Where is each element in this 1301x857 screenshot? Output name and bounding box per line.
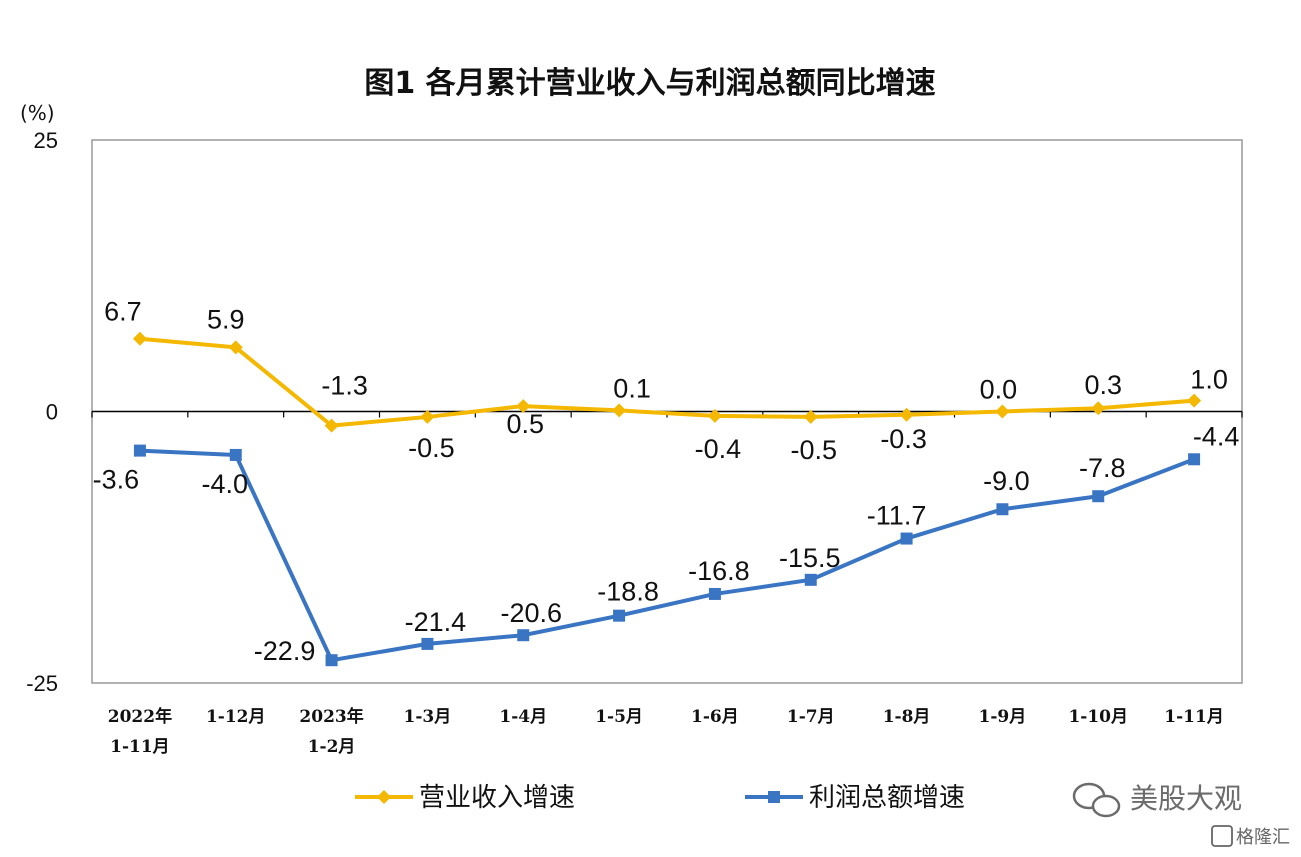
data-label: -16.8 — [688, 556, 750, 586]
data-label: 6.7 — [104, 297, 142, 327]
x-tick-label: 1-6月 — [691, 707, 739, 727]
y-tick-label: 0 — [46, 400, 58, 425]
data-label: -1.3 — [321, 371, 368, 401]
data-point — [420, 409, 435, 424]
data-point — [229, 448, 242, 461]
data-label: -15.5 — [779, 543, 841, 573]
x-tick-label: 1-5月 — [595, 707, 643, 727]
data-point — [132, 331, 147, 346]
legend-label: 营业收入增速 — [419, 783, 575, 813]
data-point — [517, 629, 530, 642]
data-point — [1092, 490, 1105, 503]
data-label: -3.6 — [93, 465, 140, 495]
data-point — [803, 409, 818, 424]
data-point — [133, 444, 146, 457]
series-line — [137, 448, 1197, 663]
profit-series: -3.6 -4.0 -22.9 -21.4 -20.6 -18.8 -16.8 -15.5 -1… — [93, 421, 1240, 667]
x-tick-label: 2023年 1-2月 — [299, 706, 363, 757]
data-label: -7.8 — [1079, 453, 1126, 483]
data-point — [1091, 401, 1106, 416]
data-point — [324, 418, 339, 433]
data-label: -20.6 — [500, 598, 562, 628]
data-point — [421, 637, 434, 650]
legend-item: 营业收入增速 — [355, 783, 575, 813]
data-point — [708, 587, 721, 600]
revenue-series: 6.7 5.9 -1.3 -0.5 0.5 0.1 -0.4 -0.5 -0.3 0.0 0.3 1.… — [104, 297, 1228, 465]
legend: 营业收入增速 利润总额增速 — [355, 783, 965, 813]
data-label: -0.5 — [408, 433, 455, 463]
data-label: -9.0 — [983, 466, 1030, 496]
x-tick-label: 1-10月 — [1068, 707, 1128, 727]
data-label: 0.0 — [980, 375, 1018, 405]
x-tick-label: 1-9月 — [979, 707, 1027, 727]
data-point — [1188, 453, 1201, 466]
data-label: -21.4 — [405, 607, 467, 637]
y-tick-label: 25 — [34, 128, 58, 153]
data-label: -0.3 — [880, 424, 927, 454]
y-tick-labels: 25 0 -25 — [26, 128, 58, 696]
x-tick-label: 2022年 1-11月 — [108, 706, 172, 757]
data-point — [613, 609, 626, 622]
chart-title: 图1 各月累计营业收入与利润总额同比增速 — [364, 66, 935, 101]
legend-marker — [768, 791, 780, 803]
legend-marker — [377, 790, 391, 804]
corner-logo: 格隆汇 — [1211, 825, 1290, 848]
data-label: -0.5 — [790, 435, 837, 465]
x-axis: 2022年 1-11月 1-12月 2023年 1-2月 1-3月 1-4月 1-5月 1-6月… — [91, 410, 1243, 757]
y-unit-label: (%) — [20, 101, 55, 125]
data-point — [325, 654, 338, 667]
data-point — [900, 532, 913, 545]
data-label: -11.7 — [867, 501, 927, 531]
x-tick-label: 1-4月 — [499, 707, 547, 727]
legend-label: 利润总额增速 — [809, 783, 965, 813]
y-tick-label: -25 — [26, 671, 58, 696]
watermark-text: 美股大观 — [1130, 782, 1242, 815]
data-point — [228, 340, 243, 355]
data-point — [707, 408, 722, 423]
watermark: 美股大观 格隆汇 — [1072, 782, 1290, 848]
data-label: 5.9 — [207, 304, 245, 334]
data-label: 0.3 — [1084, 370, 1122, 400]
legend-item: 利润总额增速 — [745, 783, 965, 813]
data-label: -4.0 — [201, 469, 248, 499]
data-label: -4.4 — [1193, 421, 1240, 451]
data-label: -22.9 — [254, 636, 316, 666]
data-point — [612, 403, 627, 418]
wechat-icon — [1072, 782, 1121, 818]
data-point — [995, 404, 1010, 419]
data-label: 0.5 — [506, 409, 544, 439]
data-label: -0.4 — [695, 434, 742, 464]
series-line — [137, 336, 1197, 428]
data-point — [804, 573, 817, 586]
data-point — [899, 407, 914, 422]
data-label: 0.1 — [613, 373, 651, 403]
x-tick-label: 1-3月 — [404, 707, 452, 727]
data-point — [996, 503, 1009, 516]
data-point — [516, 399, 531, 414]
data-point — [1187, 393, 1202, 408]
x-tick-label: 1-12月 — [206, 707, 266, 727]
x-tick-label: 1-11月 — [1164, 707, 1224, 727]
x-tick-label: 1-7月 — [787, 707, 835, 727]
data-label: -18.8 — [597, 577, 659, 607]
data-label: 1.0 — [1190, 365, 1228, 395]
x-tick-label: 1-8月 — [883, 707, 931, 727]
corner-logo-text: 格隆汇 — [1236, 827, 1290, 848]
